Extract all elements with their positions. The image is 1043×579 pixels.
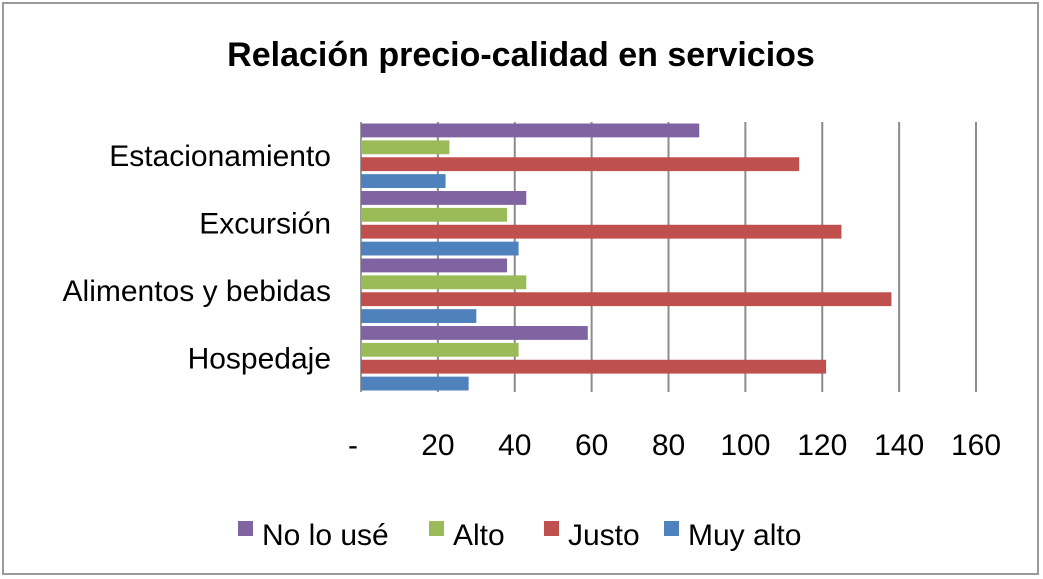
x-tick-label: 120 — [797, 429, 847, 462]
x-tick-label: 160 — [951, 429, 1001, 462]
legend-swatch — [429, 521, 444, 536]
x-tick-labels: - 20 40 60 80 100 120 140 160 — [348, 429, 1001, 462]
bar — [361, 309, 477, 323]
bar — [361, 224, 842, 239]
x-tick-label: 140 — [874, 429, 924, 462]
bar — [361, 123, 700, 138]
bars — [361, 123, 892, 391]
bar — [361, 157, 800, 172]
legend-label: Muy alto — [688, 519, 801, 552]
category-label: Alimentos y bebidas — [63, 275, 331, 308]
legend-swatch — [664, 521, 679, 536]
bar — [361, 359, 827, 374]
bar — [361, 174, 446, 188]
bar — [361, 376, 469, 391]
bar — [361, 191, 527, 205]
legend: No lo usé Alto Justo Muy alto — [238, 519, 801, 552]
legend-label: Justo — [568, 519, 640, 552]
category-label: Estacionamiento — [109, 140, 331, 173]
x-tick-label: 40 — [498, 429, 531, 462]
chart-title: Relación precio-calidad en servicios — [227, 36, 815, 74]
x-tick-label: 20 — [421, 429, 454, 462]
bar — [361, 140, 450, 155]
bar — [361, 241, 519, 256]
x-tick-label: - — [348, 429, 358, 462]
bar — [361, 207, 508, 222]
bar — [361, 326, 588, 340]
bar — [361, 258, 508, 273]
legend-label: Alto — [453, 519, 505, 552]
x-tick-label: 60 — [575, 429, 608, 462]
legend-label: No lo usé — [262, 519, 389, 552]
bar — [361, 342, 519, 357]
bar — [361, 292, 892, 307]
x-tick-label: 80 — [652, 429, 685, 462]
category-labels: Estacionamiento Excursión Alimentos y bebi… — [63, 140, 331, 376]
category-label: Hospedaje — [188, 342, 331, 375]
bar — [361, 275, 527, 290]
category-label: Excursión — [199, 207, 331, 240]
legend-swatch — [544, 521, 559, 536]
x-tick-label: 100 — [720, 429, 770, 462]
legend-swatch — [238, 521, 253, 536]
